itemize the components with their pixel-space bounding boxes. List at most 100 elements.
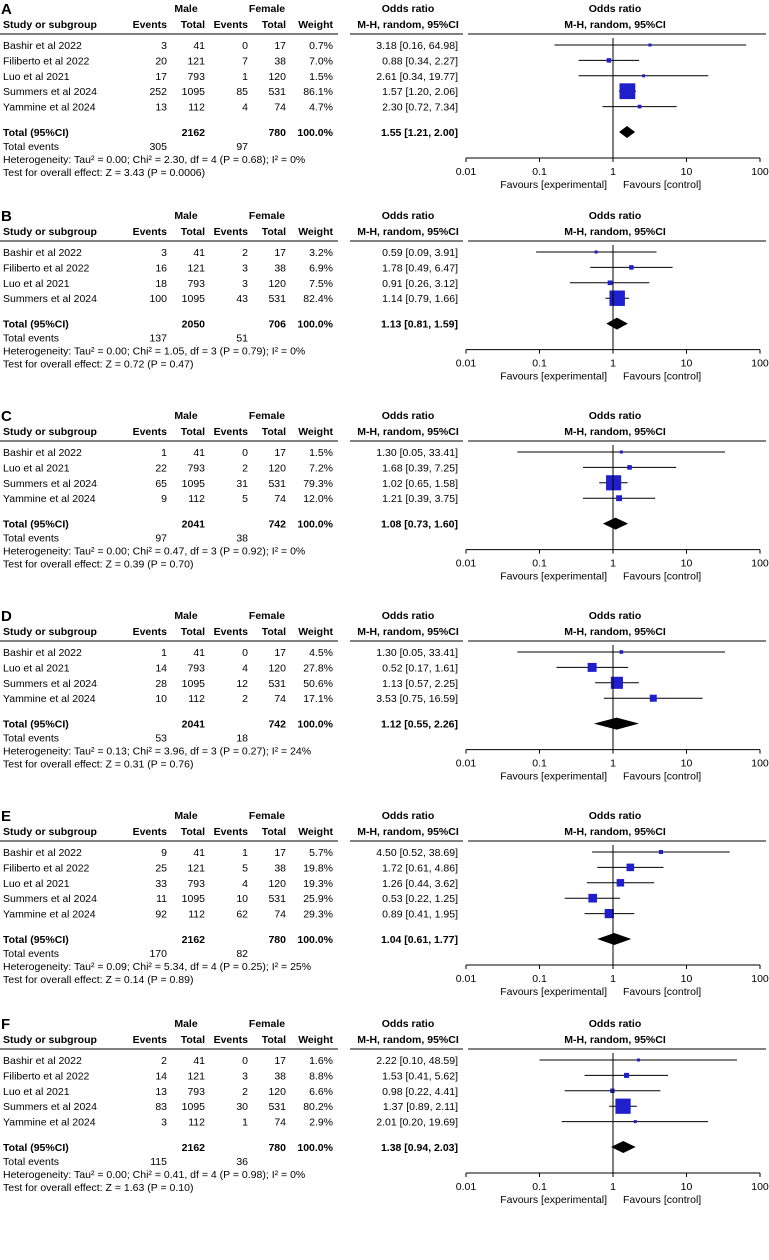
female-total-header: Total (262, 1034, 286, 1046)
male-total-header: Total (181, 19, 205, 31)
male-total: 41 (193, 447, 205, 459)
male-total-events: 115 (150, 1156, 167, 1168)
female-total-events: 18 (236, 733, 248, 745)
study-name: Luo et al 2021 (3, 878, 70, 890)
favours-right-label: Favours [control] (623, 771, 701, 783)
study-odds-ratio: 1.30 [0.05, 33.41] (376, 647, 458, 659)
x-axis-tick-label: 0.01 (456, 1181, 477, 1193)
or-text-title: Odds ratio (382, 610, 435, 622)
study-odds-ratio: 2.01 [0.20, 19.69] (376, 1117, 458, 1129)
x-axis-tick-label: 10 (681, 558, 693, 570)
study-name: Yammine et al 2024 (3, 693, 96, 705)
total-weight: 100.0% (297, 319, 333, 331)
study-weight: 7.2% (309, 462, 333, 474)
female-total-header: Total (262, 626, 286, 638)
study-weight: 19.8% (303, 862, 333, 874)
study-odds-ratio: 1.30 [0.05, 33.41] (376, 447, 458, 459)
female-events: 62 (236, 909, 248, 921)
study-odds-ratio: 3.18 [0.16, 64.98] (376, 40, 458, 52)
male-events: 14 (155, 1070, 167, 1082)
study-weight: 6.9% (309, 262, 333, 274)
male-total: 112 (188, 909, 205, 921)
study-marker (594, 250, 598, 254)
x-axis-tick-label: 100 (751, 973, 769, 985)
male-events: 252 (149, 86, 167, 98)
or-plot-method: M-H, random, 95%CI (564, 826, 666, 838)
study-odds-ratio: 1.78 [0.49, 6.47] (382, 262, 458, 274)
panel-letter: D (1, 608, 12, 625)
group2-header: Female (249, 3, 285, 15)
female-total: 17 (274, 647, 286, 659)
total-label: Total (95%CI) (3, 719, 69, 731)
study-weight: 80.2% (303, 1101, 333, 1113)
female-total: 17 (274, 1055, 286, 1067)
total-row: Total (95%CI) 2162 780 100.0% 1.04 [0.61, 1.… (3, 933, 632, 946)
study-marker (606, 475, 622, 491)
x-axis-tick-label: 0.1 (532, 358, 547, 370)
female-total-sum: 706 (268, 319, 286, 331)
study-odds-ratio: 0.89 [0.41, 1.95] (382, 909, 458, 921)
overall-effect-text: Test for overall effect: Z = 0.39 (P = 0… (3, 559, 193, 571)
x-axis-tick-label: 10 (681, 1181, 693, 1193)
male-total: 121 (187, 262, 205, 274)
female-total: 38 (274, 55, 286, 67)
female-total-header: Total (262, 226, 286, 238)
study-row: Bashir et al 2022 3 41 0 17 0.7% 3.18 [0.16, 6… (3, 40, 747, 52)
female-total: 120 (268, 662, 286, 674)
female-events: 5 (242, 862, 248, 874)
study-name: Filiberto et al 2022 (3, 262, 90, 274)
weight-header: Weight (298, 626, 333, 638)
x-axis-tick-label: 1 (610, 558, 616, 570)
male-total-sum: 2162 (182, 127, 206, 139)
study-name: Summers et al 2024 (3, 678, 97, 690)
x-axis-tick-label: 1 (610, 358, 616, 370)
group2-header: Female (249, 810, 285, 822)
study-marker (615, 1098, 631, 1114)
study-marker (610, 676, 623, 689)
study-odds-ratio: 1.72 [0.61, 4.86] (382, 862, 458, 874)
female-events: 0 (242, 647, 248, 659)
study-row: Summers et al 2024 11 1095 10 531 25.9% 0.53 [… (3, 893, 621, 905)
overall-effect-text: Test for overall effect: Z = 0.14 (P = 0… (3, 974, 193, 986)
study-name: Filiberto et al 2022 (3, 1070, 90, 1082)
male-total: 793 (187, 462, 205, 474)
or-text-title: Odds ratio (382, 410, 435, 422)
study-odds-ratio: 1.21 [0.39, 3.75] (382, 493, 458, 505)
x-axis-tick-label: 0.01 (456, 758, 477, 770)
female-events-header: Events (214, 826, 249, 838)
pooled-diamond (597, 933, 632, 945)
study-name: Yammine et al 2024 (3, 102, 96, 114)
female-total: 120 (268, 278, 286, 290)
male-total-events: 170 (149, 948, 167, 960)
female-total: 74 (274, 102, 286, 114)
male-total: 112 (188, 1117, 205, 1129)
study-marker (637, 104, 642, 109)
study-weight: 1.5% (309, 447, 333, 459)
study-name: Luo et al 2021 (3, 278, 70, 290)
or-plot-title: Odds ratio (589, 3, 642, 15)
study-name: Bashir et al 2022 (3, 447, 82, 459)
study-weight: 8.8% (309, 1070, 333, 1082)
study-odds-ratio: 0.53 [0.22, 1.25] (382, 893, 458, 905)
study-weight: 27.8% (303, 662, 333, 674)
study-row: Luo et al 2021 14 793 4 120 27.8% 0.52 [0.17, … (3, 662, 629, 674)
study-name: Luo et al 2021 (3, 71, 70, 83)
study-column-header: Study or subgroup (3, 626, 97, 638)
male-total: 793 (187, 662, 205, 674)
study-weight: 0.7% (309, 40, 333, 52)
or-text-method: M-H, random, 95%CI (357, 1034, 459, 1046)
total-label: Total (95%CI) (3, 1142, 69, 1154)
total-label: Total (95%CI) (3, 127, 69, 139)
study-weight: 2.9% (309, 1117, 333, 1129)
study-row: Bashir et al 2022 9 41 1 17 5.7% 4.50 [0.52, 3… (3, 847, 730, 859)
or-plot-title: Odds ratio (589, 810, 642, 822)
study-row: Luo et al 2021 18 793 3 120 7.5% 0.91 [0.26, 3… (3, 278, 650, 290)
male-total: 41 (193, 247, 205, 259)
x-axis-tick-label: 10 (681, 358, 693, 370)
total-events-label: Total events (3, 333, 59, 345)
male-total: 121 (187, 55, 205, 67)
group1-header: Male (174, 210, 198, 222)
male-total-events: 97 (155, 533, 167, 545)
study-column-header: Study or subgroup (3, 426, 97, 438)
